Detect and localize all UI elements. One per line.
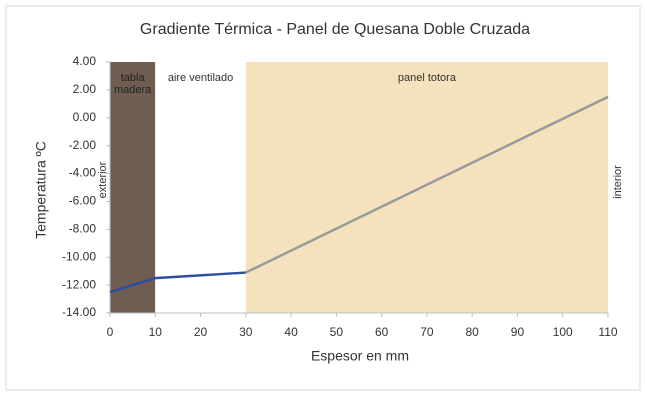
- region: [155, 62, 246, 313]
- side-label: interior: [612, 165, 624, 199]
- region-label-box: panel totora: [397, 72, 456, 84]
- y-tick-label: -6.00: [69, 194, 97, 208]
- x-tick-label: 80: [466, 325, 480, 339]
- region-label: panel totora: [397, 72, 456, 84]
- y-tick-label: -12.00: [62, 277, 96, 291]
- x-tick-label: 90: [511, 325, 525, 339]
- x-tick-label: 110: [598, 325, 617, 339]
- y-tick-label: -10.00: [62, 249, 96, 263]
- x-tick-label: 0: [107, 325, 114, 339]
- region: [245, 62, 608, 313]
- region: [110, 62, 156, 313]
- line-series: [245, 95, 609, 274]
- x-tick-label: 30: [239, 325, 253, 339]
- y-tick-label: -4.00: [69, 166, 97, 180]
- y-tick-label: -2.00: [69, 138, 97, 152]
- region-label-box: tabla madera: [113, 72, 152, 96]
- x-tick-label: 60: [375, 325, 389, 339]
- x-tick-label: 50: [330, 325, 344, 339]
- x-tick-label: 20: [194, 325, 208, 339]
- y-tick-label: 0.00: [73, 110, 97, 124]
- region-label-box: aire ventilado: [167, 72, 234, 84]
- line-series: [109, 271, 246, 294]
- y-tick-label: -8.00: [69, 222, 97, 236]
- x-tick-label: 100: [553, 325, 573, 339]
- y-tick-label: 4.00: [73, 54, 97, 68]
- x-tick-label: 40: [284, 325, 298, 339]
- y-axis-title: Temperatura ºC: [33, 141, 49, 239]
- region-label: aire ventilado: [167, 72, 234, 84]
- x-tick-label: 70: [420, 325, 434, 339]
- chart-title: Gradiente Térmica - Panel de Quesana Dob…: [140, 21, 530, 38]
- region-label: tabla madera: [113, 72, 152, 96]
- y-tick-label: -14.00: [62, 305, 96, 319]
- side-label: exterior: [97, 161, 109, 198]
- y-tick-label: 2.00: [73, 82, 97, 96]
- x-tick-label: 10: [149, 325, 163, 339]
- x-axis-title: Espesor en mm: [311, 348, 409, 364]
